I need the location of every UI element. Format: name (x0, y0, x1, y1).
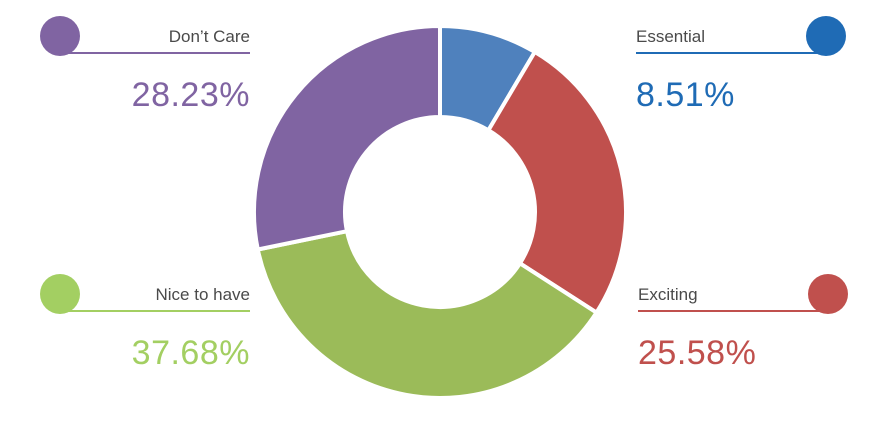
legend-label-nice-to-have: Nice to have (155, 285, 251, 304)
legend-dot-nice-to-have (40, 274, 80, 314)
legend-label-dont-care: Don’t Care (168, 27, 250, 46)
legend-pct-exciting: 25.58% (638, 334, 757, 372)
legend-pct-dont-care: 28.23% (131, 76, 250, 114)
legend-dot-exciting (808, 274, 848, 314)
legend-line-dont-care (60, 52, 250, 54)
legend-label-essential: Essential (636, 27, 705, 46)
legend-line-nice-to-have (60, 310, 250, 312)
legend-pct-nice-to-have: 37.68% (131, 334, 250, 372)
legend-line-essential (636, 52, 826, 54)
legend-dot-dont-care (40, 16, 80, 56)
legend-pct-essential: 8.51% (636, 76, 735, 114)
donut-slice-exciting (486, 49, 628, 315)
donut-slice-nice-to-have (255, 229, 599, 400)
legend-label-exciting: Exciting (638, 285, 698, 304)
legend-line-exciting (638, 310, 828, 312)
donut-slice-don-t-care (252, 24, 442, 252)
legend-dot-essential (806, 16, 846, 56)
